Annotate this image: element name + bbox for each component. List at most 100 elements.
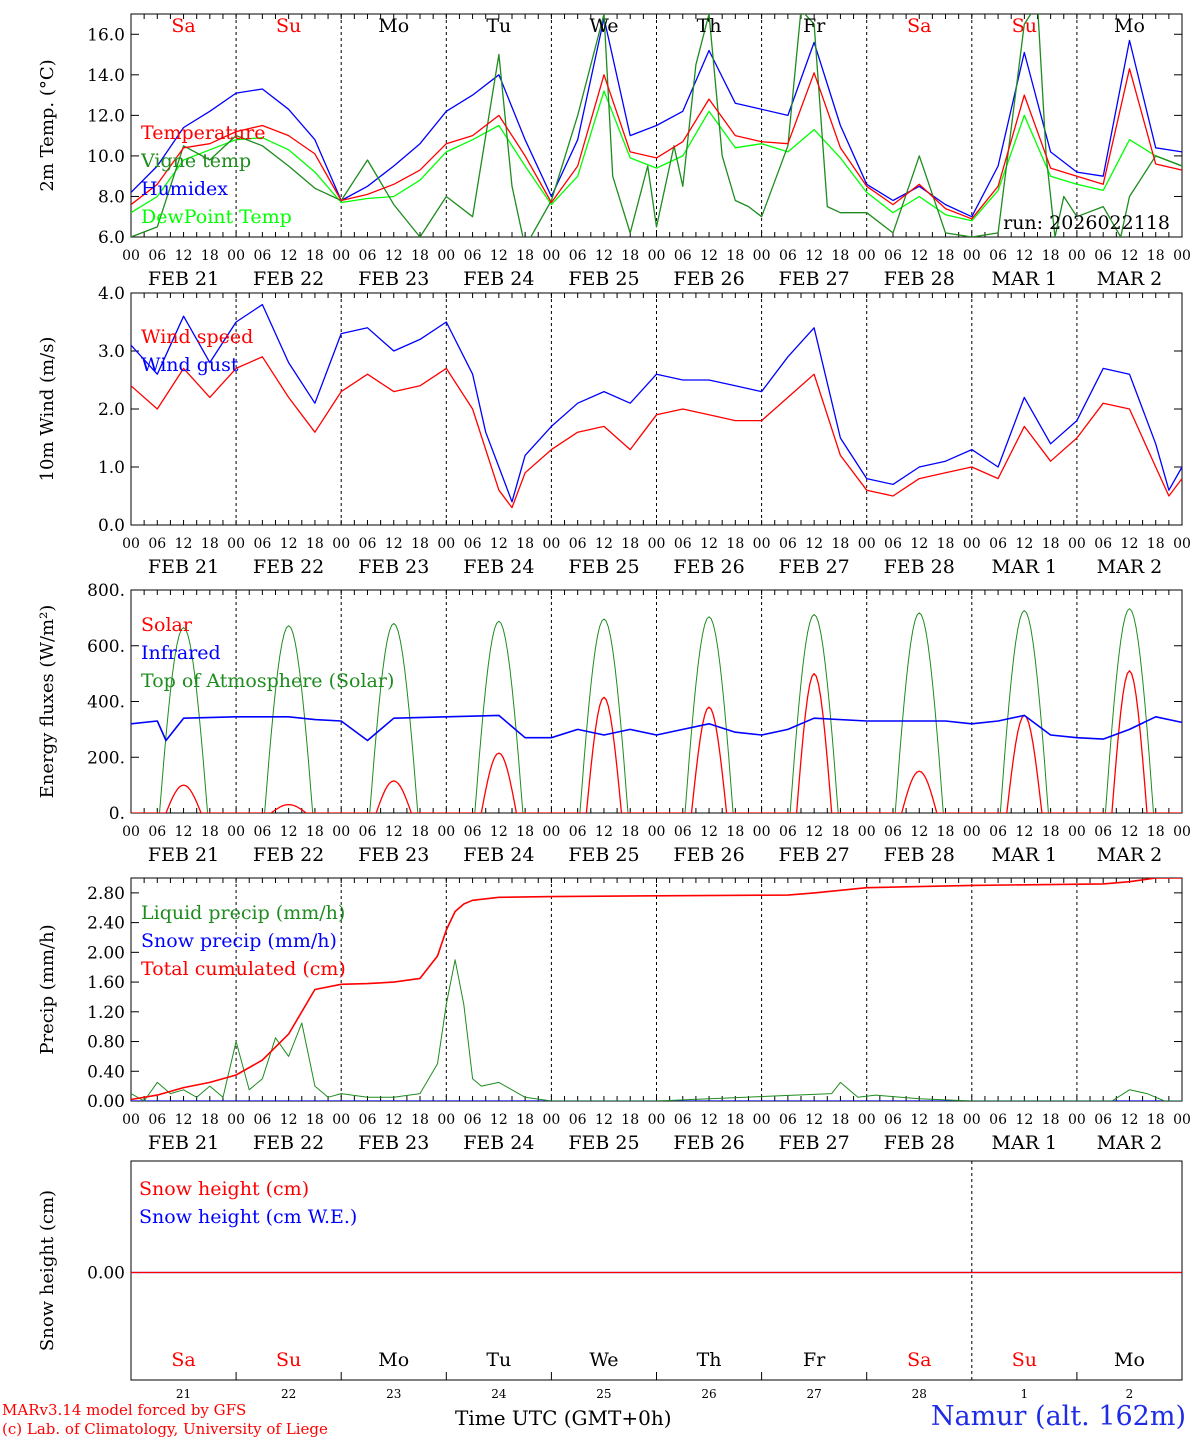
y-tick-label: 16.0 — [87, 25, 125, 45]
hour-tick-label: 06 — [779, 824, 797, 840]
hour-tick-label: 12 — [1121, 536, 1139, 552]
day-name: Mo — [378, 1349, 409, 1371]
day-number: 27 — [807, 1387, 822, 1401]
hour-tick-label: 00 — [963, 1112, 981, 1128]
day-number: 24 — [491, 1387, 507, 1401]
hour-tick-label: 18 — [1042, 248, 1060, 264]
hour-tick-label: 18 — [621, 824, 639, 840]
day-number: 1 — [1021, 1387, 1029, 1401]
date-label: FEB 27 — [779, 844, 850, 866]
day-name: We — [589, 1349, 618, 1371]
legend-entry: Wind gust — [141, 354, 239, 376]
day-number: 28 — [912, 1387, 927, 1401]
hour-tick-label: 06 — [253, 824, 271, 840]
hour-tick-label: 18 — [726, 248, 744, 264]
date-label: FEB 23 — [358, 1132, 429, 1154]
hour-tick-label: 06 — [148, 824, 166, 840]
hour-tick-label: 00 — [332, 824, 350, 840]
hour-tick-label: 06 — [569, 824, 587, 840]
date-label: FEB 22 — [253, 844, 324, 866]
hour-tick-label: 12 — [1121, 824, 1139, 840]
hour-tick-label: 00 — [858, 536, 876, 552]
day-name: Su — [1012, 1349, 1037, 1371]
hour-tick-label: 00 — [227, 248, 245, 264]
hour-tick-label: 00 — [1173, 536, 1191, 552]
hour-tick-label: 18 — [1147, 248, 1165, 264]
y-axis-label: 10m Wind (m/s) — [37, 337, 58, 482]
hour-tick-label: 06 — [359, 824, 377, 840]
series-line-temperature — [131, 68, 1182, 220]
hour-tick-label: 12 — [910, 824, 928, 840]
hour-tick-label: 18 — [621, 536, 639, 552]
day-number: 21 — [176, 1387, 191, 1401]
hour-tick-label: 06 — [148, 536, 166, 552]
hour-tick-label: 12 — [1015, 248, 1033, 264]
hour-tick-label: 06 — [1094, 536, 1112, 552]
hour-tick-label: 00 — [1068, 536, 1086, 552]
hour-tick-label: 18 — [516, 1112, 534, 1128]
hour-tick-label: 12 — [910, 536, 928, 552]
hour-tick-label: 00 — [437, 536, 455, 552]
legend-entry: Infrared — [141, 642, 221, 664]
hour-tick-label: 18 — [1042, 536, 1060, 552]
hour-tick-label: 06 — [884, 248, 902, 264]
hour-tick-label: 18 — [306, 824, 324, 840]
hour-tick-label: 00 — [542, 1112, 560, 1128]
legend-entry: Top of Atmosphere (Solar) — [141, 670, 394, 692]
hour-tick-label: 12 — [805, 248, 823, 264]
y-tick-label: 0.80 — [87, 1033, 125, 1053]
day-name: Th — [697, 1349, 722, 1371]
date-label: FEB 27 — [779, 268, 850, 290]
date-label: FEB 21 — [148, 844, 219, 866]
hour-tick-label: 18 — [201, 248, 219, 264]
y-tick-label: 8.0 — [98, 187, 125, 207]
hour-tick-label: 12 — [910, 248, 928, 264]
legend-entry: Wind speed — [141, 326, 253, 348]
hour-tick-label: 12 — [1121, 1112, 1139, 1128]
date-label: FEB 24 — [463, 556, 534, 578]
date-label: FEB 25 — [568, 1132, 639, 1154]
hour-tick-label: 12 — [385, 1112, 403, 1128]
date-label: FEB 28 — [884, 1132, 955, 1154]
hour-tick-label: 00 — [437, 824, 455, 840]
hour-tick-label: 12 — [910, 1112, 928, 1128]
y-tick-label: 0.40 — [87, 1062, 125, 1082]
hour-tick-label: 06 — [884, 536, 902, 552]
hour-tick-label: 12 — [595, 536, 613, 552]
day-name: Su — [1012, 15, 1037, 37]
hour-tick-label: 06 — [989, 248, 1007, 264]
date-label: FEB 22 — [253, 1132, 324, 1154]
hour-tick-label: 18 — [411, 536, 429, 552]
date-label: FEB 23 — [358, 268, 429, 290]
hour-tick-label: 06 — [148, 248, 166, 264]
day-number: 25 — [596, 1387, 611, 1401]
y-tick-label: 6.0 — [98, 228, 125, 248]
hour-tick-label: 06 — [464, 536, 482, 552]
legend-entry: Snow precip (mm/h) — [141, 930, 337, 952]
hour-tick-label: 00 — [437, 1112, 455, 1128]
y-tick-label: 2.00 — [87, 943, 125, 963]
date-label: FEB 27 — [779, 556, 850, 578]
date-label: FEB 23 — [358, 556, 429, 578]
legend-entry: Solar — [141, 614, 193, 636]
hour-tick-label: 00 — [1173, 1112, 1191, 1128]
hour-tick-label: 12 — [805, 824, 823, 840]
hour-tick-label: 12 — [1015, 536, 1033, 552]
hour-tick-label: 00 — [227, 1112, 245, 1128]
date-label: FEB 25 — [568, 268, 639, 290]
series-line-humidex — [131, 17, 1182, 218]
hour-tick-label: 18 — [1147, 536, 1165, 552]
y-tick-label: 10.0 — [87, 147, 125, 167]
hour-tick-label: 18 — [516, 824, 534, 840]
hour-tick-label: 06 — [674, 536, 692, 552]
hour-tick-label: 00 — [963, 248, 981, 264]
legend-entry: Snow height (cm) — [139, 1178, 309, 1200]
hour-tick-label: 12 — [280, 1112, 298, 1128]
hour-tick-label: 18 — [516, 248, 534, 264]
y-tick-label: 0.0 — [98, 516, 125, 536]
y-tick-label: 2.40 — [87, 914, 125, 934]
hour-tick-label: 12 — [595, 824, 613, 840]
hour-tick-label: 06 — [884, 824, 902, 840]
date-label: MAR 2 — [1097, 1132, 1163, 1154]
hour-tick-label: 18 — [306, 1112, 324, 1128]
